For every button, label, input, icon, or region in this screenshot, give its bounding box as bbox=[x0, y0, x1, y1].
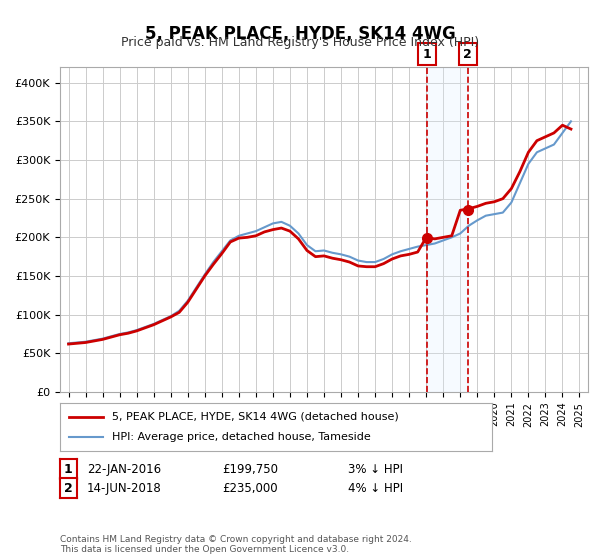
Text: Contains HM Land Registry data © Crown copyright and database right 2024.
This d: Contains HM Land Registry data © Crown c… bbox=[60, 535, 412, 554]
Bar bbox=[427, 67, 468, 392]
Text: 3% ↓ HPI: 3% ↓ HPI bbox=[348, 463, 403, 476]
Text: 1: 1 bbox=[423, 48, 431, 60]
Text: 2: 2 bbox=[64, 482, 73, 495]
Text: 22-JAN-2016: 22-JAN-2016 bbox=[87, 463, 161, 476]
Text: 1: 1 bbox=[64, 463, 73, 476]
Text: 4% ↓ HPI: 4% ↓ HPI bbox=[348, 482, 403, 495]
Text: £199,750: £199,750 bbox=[222, 463, 278, 476]
Text: HPI: Average price, detached house, Tameside: HPI: Average price, detached house, Tame… bbox=[112, 432, 371, 442]
Text: 5, PEAK PLACE, HYDE, SK14 4WG: 5, PEAK PLACE, HYDE, SK14 4WG bbox=[145, 25, 455, 43]
Text: 5, PEAK PLACE, HYDE, SK14 4WG (detached house): 5, PEAK PLACE, HYDE, SK14 4WG (detached … bbox=[112, 412, 398, 422]
Text: 2: 2 bbox=[463, 48, 472, 60]
Text: Price paid vs. HM Land Registry's House Price Index (HPI): Price paid vs. HM Land Registry's House … bbox=[121, 36, 479, 49]
Text: £235,000: £235,000 bbox=[222, 482, 278, 495]
Text: 14-JUN-2018: 14-JUN-2018 bbox=[87, 482, 162, 495]
